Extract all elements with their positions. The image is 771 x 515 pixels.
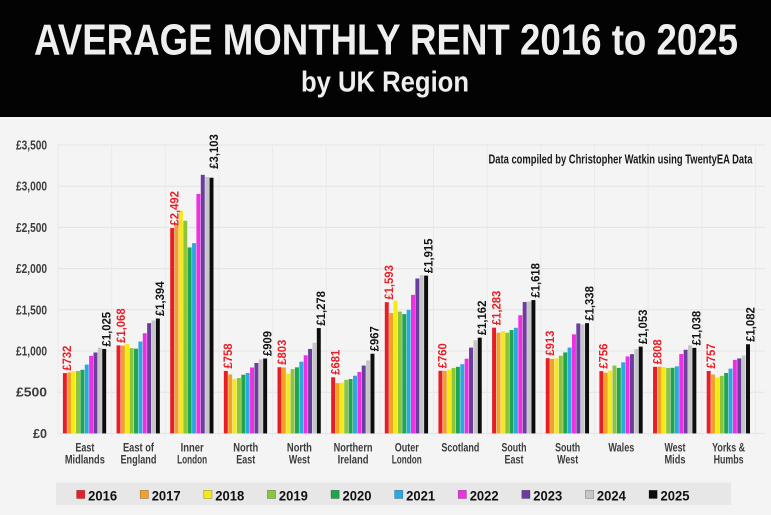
svg-text:Humbs: Humbs bbox=[714, 455, 744, 467]
svg-text:2025: 2025 bbox=[661, 488, 690, 504]
svg-text:£681: £681 bbox=[328, 349, 342, 374]
svg-text:London: London bbox=[392, 455, 422, 467]
svg-text:£1,053: £1,053 bbox=[636, 309, 650, 344]
svg-text:2021: 2021 bbox=[406, 488, 435, 504]
svg-text:London: London bbox=[177, 455, 207, 467]
svg-text:Mids: Mids bbox=[664, 455, 685, 467]
svg-text:£1,068: £1,068 bbox=[114, 308, 128, 343]
svg-text:2016: 2016 bbox=[88, 488, 117, 504]
svg-text:£2,000: £2,000 bbox=[16, 261, 47, 276]
svg-text:Northern: Northern bbox=[334, 443, 373, 455]
svg-text:£1,338: £1,338 bbox=[582, 286, 596, 321]
svg-text:2020: 2020 bbox=[343, 488, 372, 504]
svg-text:£1,000: £1,000 bbox=[16, 344, 47, 359]
svg-text:South: South bbox=[555, 443, 580, 455]
svg-text:West: West bbox=[289, 455, 310, 467]
svg-text:£760: £760 bbox=[436, 343, 450, 368]
svg-text:East of: East of bbox=[123, 443, 154, 455]
svg-text:£1,283: £1,283 bbox=[489, 290, 503, 325]
svg-text:£909: £909 bbox=[260, 331, 274, 356]
svg-text:2017: 2017 bbox=[152, 488, 181, 504]
svg-text:2022: 2022 bbox=[470, 488, 499, 504]
svg-text:£1,162: £1,162 bbox=[475, 300, 489, 335]
svg-text:£1,618: £1,618 bbox=[529, 263, 543, 298]
svg-text:2018: 2018 bbox=[215, 488, 244, 504]
svg-text:Inner: Inner bbox=[181, 443, 204, 455]
svg-text:West: West bbox=[557, 455, 578, 467]
svg-text:£732: £732 bbox=[60, 345, 74, 370]
svg-text:£758: £758 bbox=[221, 343, 235, 368]
svg-text:£967: £967 bbox=[368, 326, 382, 351]
svg-text:£1,025: £1,025 bbox=[100, 312, 114, 347]
svg-text:£3,500: £3,500 bbox=[16, 138, 47, 153]
svg-text:North: North bbox=[287, 443, 312, 455]
svg-text:Scotland: Scotland bbox=[441, 443, 479, 455]
svg-text:£756: £756 bbox=[597, 343, 611, 368]
svg-text:£803: £803 bbox=[275, 339, 289, 364]
svg-text:£1,394: £1,394 bbox=[153, 281, 167, 316]
svg-text:£3,000: £3,000 bbox=[16, 179, 47, 194]
svg-text:by UK Region: by UK Region bbox=[301, 67, 469, 99]
svg-text:South: South bbox=[502, 443, 527, 455]
svg-text:AVERAGE MONTHLY RENT 2016 to 2: AVERAGE MONTHLY RENT 2016 to 2025 bbox=[34, 16, 738, 65]
svg-text:£808: £808 bbox=[650, 339, 664, 364]
svg-text:£1,593: £1,593 bbox=[382, 265, 396, 300]
svg-text:2024: 2024 bbox=[597, 488, 626, 504]
svg-text:£2,492: £2,492 bbox=[167, 191, 181, 226]
svg-text:Outer: Outer bbox=[395, 443, 419, 455]
svg-text:2023: 2023 bbox=[533, 488, 562, 504]
svg-text:West: West bbox=[664, 443, 685, 455]
svg-text:Ireland: Ireland bbox=[338, 455, 369, 467]
svg-text:£2,500: £2,500 bbox=[16, 220, 47, 235]
svg-text:2019: 2019 bbox=[279, 488, 308, 504]
svg-text:£3,103: £3,103 bbox=[207, 134, 221, 169]
svg-text:£1,082: £1,082 bbox=[743, 307, 757, 342]
svg-text:Yorks &: Yorks & bbox=[712, 443, 745, 455]
svg-text:East: East bbox=[236, 455, 255, 467]
svg-text:Data compiled by Christopher W: Data compiled by Christopher Watkin usin… bbox=[489, 152, 754, 167]
svg-text:£1,038: £1,038 bbox=[690, 311, 704, 346]
svg-text:Wales: Wales bbox=[608, 443, 634, 455]
svg-text:North: North bbox=[233, 443, 258, 455]
svg-text:£913: £913 bbox=[543, 330, 557, 355]
svg-text:£1,278: £1,278 bbox=[314, 291, 328, 326]
svg-text:£500: £500 bbox=[16, 385, 47, 400]
svg-text:East: East bbox=[505, 455, 524, 467]
svg-text:East: East bbox=[75, 443, 94, 455]
svg-text:£1,500: £1,500 bbox=[16, 302, 47, 317]
svg-text:£0: £0 bbox=[33, 426, 47, 441]
svg-text:£1,915: £1,915 bbox=[421, 238, 435, 273]
svg-text:£757: £757 bbox=[704, 343, 718, 368]
svg-text:England: England bbox=[120, 455, 156, 467]
svg-text:Midlands: Midlands bbox=[65, 455, 105, 467]
